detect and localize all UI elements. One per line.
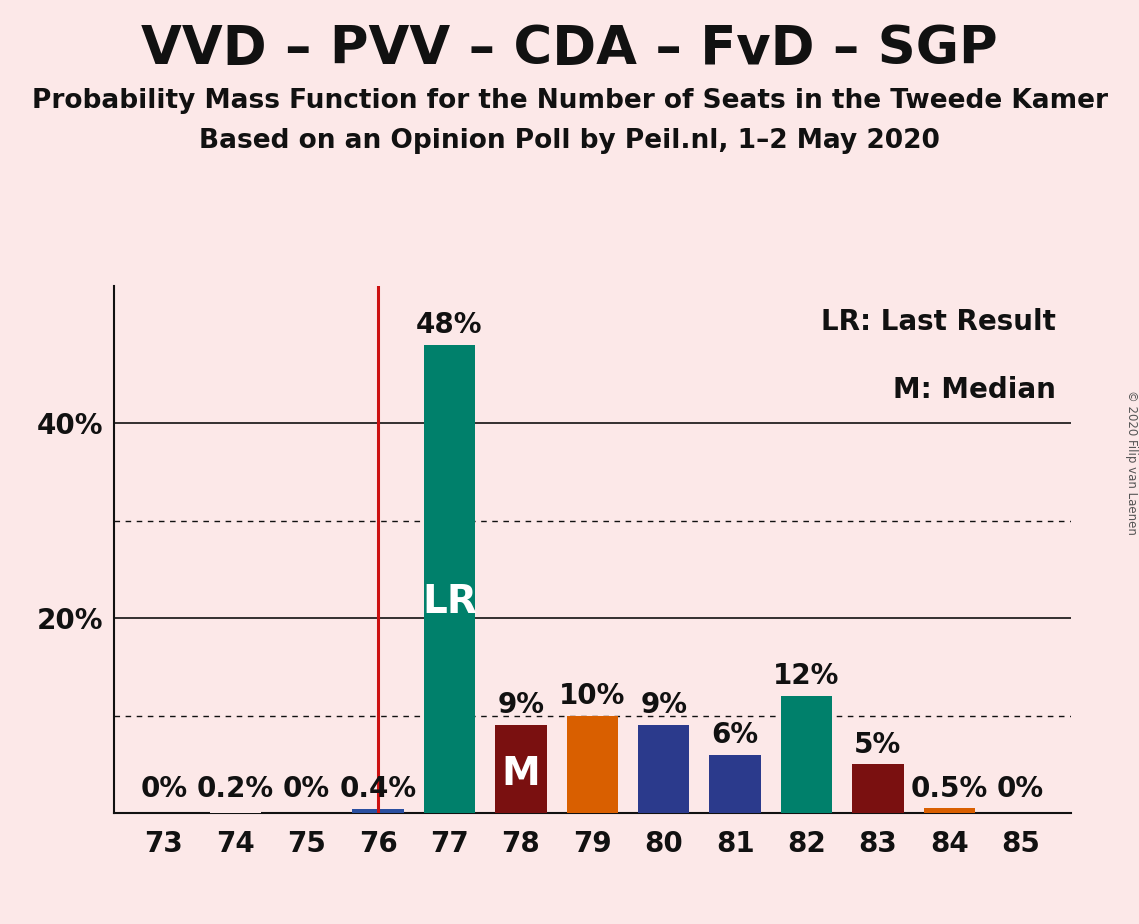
Bar xyxy=(852,764,903,813)
Text: 48%: 48% xyxy=(416,311,483,339)
Bar xyxy=(495,725,547,813)
Text: LR: Last Result: LR: Last Result xyxy=(821,308,1056,335)
Text: 0.4%: 0.4% xyxy=(339,775,417,803)
Text: VVD – PVV – CDA – FvD – SGP: VVD – PVV – CDA – FvD – SGP xyxy=(141,23,998,75)
Text: 10%: 10% xyxy=(559,682,625,710)
Text: M: Median: M: Median xyxy=(893,376,1056,404)
Text: 0.2%: 0.2% xyxy=(197,775,273,803)
Bar xyxy=(638,725,689,813)
Text: M: M xyxy=(501,755,540,793)
Bar xyxy=(780,696,833,813)
Text: 6%: 6% xyxy=(712,721,759,748)
Bar xyxy=(924,808,975,813)
Bar xyxy=(566,715,618,813)
Text: 9%: 9% xyxy=(498,691,544,720)
Text: 12%: 12% xyxy=(773,663,839,690)
Text: 0%: 0% xyxy=(140,775,188,803)
Text: © 2020 Filip van Laenen: © 2020 Filip van Laenen xyxy=(1124,390,1138,534)
Text: 9%: 9% xyxy=(640,691,687,720)
Text: Probability Mass Function for the Number of Seats in the Tweede Kamer: Probability Mass Function for the Number… xyxy=(32,88,1107,114)
Text: Based on an Opinion Poll by Peil.nl, 1–2 May 2020: Based on an Opinion Poll by Peil.nl, 1–2… xyxy=(199,128,940,153)
Bar xyxy=(352,809,404,813)
Text: 0%: 0% xyxy=(284,775,330,803)
Bar xyxy=(210,811,261,813)
Text: 0%: 0% xyxy=(997,775,1044,803)
Text: LR: LR xyxy=(423,583,477,622)
Text: 0.5%: 0.5% xyxy=(911,775,988,803)
Bar xyxy=(710,755,761,813)
Text: 5%: 5% xyxy=(854,731,901,759)
Bar xyxy=(424,345,475,813)
